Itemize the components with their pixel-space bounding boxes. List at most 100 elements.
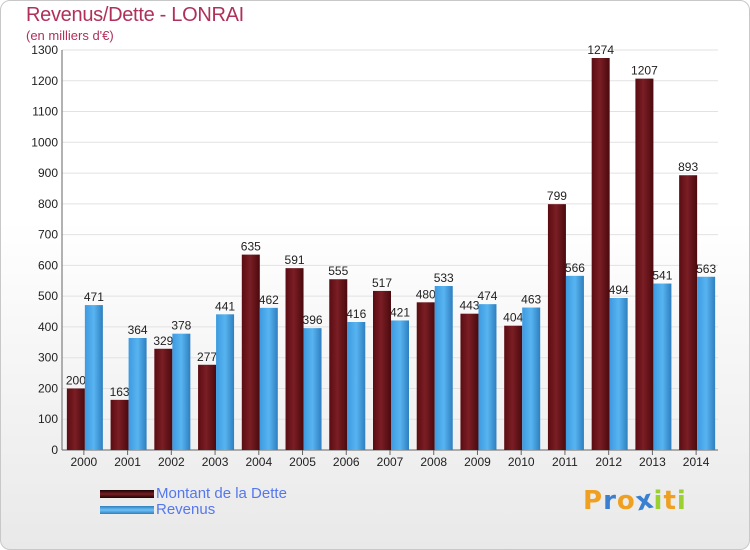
x-tick-label: 2013	[639, 455, 666, 469]
revenue-data-label: 441	[215, 299, 235, 313]
revenue-bar	[259, 307, 278, 450]
x-tick-label: 2001	[114, 455, 141, 469]
debt-bar	[460, 313, 479, 450]
x-tick-label: 2000	[71, 455, 98, 469]
logo-letter: P	[583, 486, 604, 516]
y-tick-label: 1000	[31, 135, 58, 149]
x-tick-label: 2003	[202, 455, 229, 469]
x-tick-label: 2011	[552, 455, 578, 469]
revenue-data-label: 541	[652, 269, 672, 283]
revenue-bar	[391, 320, 409, 450]
debt-bar	[110, 399, 129, 450]
y-tick-label: 800	[38, 197, 58, 211]
debt-bar	[198, 364, 217, 450]
x-tick-label: 2012	[595, 455, 622, 469]
debt-bar	[373, 290, 391, 450]
debt-bar	[285, 268, 304, 450]
debt-data-label: 277	[197, 350, 217, 364]
revenue-bar	[653, 283, 672, 450]
y-tick-label: 1100	[32, 105, 58, 119]
legend-swatch-revenue	[100, 506, 154, 514]
debt-bar	[241, 254, 260, 450]
debt-bar	[154, 348, 173, 450]
x-tick-label: 2009	[464, 455, 491, 469]
debt-bar	[504, 325, 523, 450]
revenue-bar	[84, 305, 103, 450]
revenue-bar	[347, 322, 366, 450]
debt-data-label: 404	[503, 311, 523, 325]
revenue-data-label: 396	[303, 313, 323, 327]
proxiti-logo: Proxiti	[583, 484, 687, 517]
revenue-bar	[478, 304, 497, 450]
revenue-bar	[522, 307, 541, 450]
debt-bar	[329, 279, 348, 450]
debt-bar	[66, 388, 85, 450]
revenue-bar	[565, 275, 584, 450]
revenue-bar	[172, 333, 191, 450]
debt-data-label: 1207	[631, 64, 658, 78]
revenue-bar	[434, 286, 453, 450]
logo-letter: r	[603, 486, 617, 516]
debt-bar	[679, 175, 698, 450]
x-tick-label: 2010	[508, 455, 535, 469]
y-tick-label: 400	[38, 320, 58, 334]
revenue-data-label: 494	[609, 283, 629, 297]
debt-data-label: 591	[285, 253, 305, 267]
x-tick-label: 2005	[289, 455, 316, 469]
revenue-data-label: 474	[477, 289, 497, 303]
logo-letter: t	[663, 486, 677, 516]
y-tick-label: 700	[38, 228, 58, 242]
y-tick-label: 500	[38, 289, 58, 303]
revenue-data-label: 416	[346, 307, 366, 321]
debt-data-label: 200	[66, 373, 86, 387]
debt-data-label: 443	[459, 299, 479, 313]
x-tick-label: 2014	[683, 455, 710, 469]
legend-swatch-debt	[100, 490, 154, 498]
legend-item-debt: Montant de la Dette	[100, 486, 287, 502]
chart-subtitle: (en milliers d'€)	[26, 28, 114, 43]
revenue-data-label: 462	[259, 293, 279, 307]
legend-item-revenue: Revenus	[100, 502, 287, 518]
legend-label-revenue: Revenus	[156, 501, 216, 518]
debt-bar	[635, 78, 654, 450]
debt-bar	[416, 302, 435, 450]
debt-data-label: 799	[547, 189, 567, 203]
revenue-bar	[216, 314, 235, 450]
y-tick-label: 1300	[31, 43, 58, 57]
revenue-bar	[609, 298, 628, 450]
debt-data-label: 329	[153, 334, 173, 348]
x-tick-label: 2008	[420, 455, 447, 469]
debt-data-label: 517	[372, 276, 392, 290]
y-tick-label: 0	[51, 443, 58, 457]
revenue-data-label: 463	[521, 293, 541, 307]
y-tick-label: 200	[38, 381, 58, 395]
logo-letter: i	[676, 486, 687, 516]
x-tick-label: 2006	[333, 455, 360, 469]
legend: Montant de la Dette Revenus	[100, 486, 287, 518]
debt-data-label: 480	[416, 287, 436, 301]
debt-bar	[591, 58, 610, 450]
y-tick-label: 300	[38, 351, 58, 365]
revenue-data-label: 533	[434, 271, 454, 285]
debt-data-label: 635	[241, 240, 261, 254]
debt-data-label: 893	[678, 160, 698, 174]
chart-title: Revenus/Dette - LONRAI	[26, 4, 244, 26]
y-tick-label: 100	[38, 412, 58, 426]
revenue-bar	[128, 338, 147, 450]
debt-data-label: 555	[328, 264, 348, 278]
x-tick-label: 2002	[158, 455, 185, 469]
y-tick-label: 1200	[31, 74, 58, 88]
debt-data-label: 1274	[587, 43, 614, 57]
debt-bar	[547, 204, 566, 450]
revenue-data-label: 378	[171, 319, 191, 333]
logo-letter: i	[653, 486, 664, 516]
y-tick-label: 600	[38, 258, 58, 272]
y-tick-label: 900	[38, 166, 58, 180]
revenue-bar	[303, 328, 322, 450]
x-tick-label: 2007	[377, 455, 404, 469]
debt-data-label: 163	[110, 385, 130, 399]
revenue-data-label: 563	[696, 262, 716, 276]
x-tick-label: 2004	[245, 455, 272, 469]
